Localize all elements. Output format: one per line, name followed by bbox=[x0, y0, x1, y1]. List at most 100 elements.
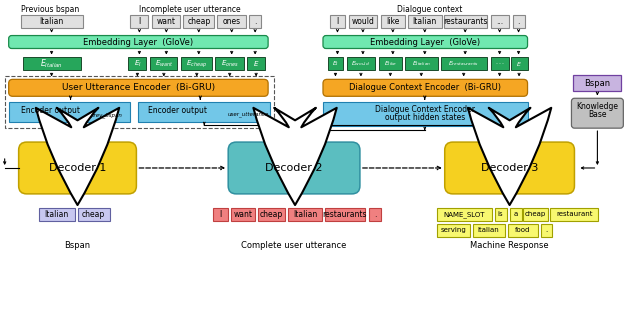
Bar bbox=[513, 14, 525, 28]
FancyBboxPatch shape bbox=[323, 36, 527, 48]
FancyBboxPatch shape bbox=[9, 36, 268, 48]
Text: $E_{Italian}$: $E_{Italian}$ bbox=[40, 58, 63, 70]
FancyBboxPatch shape bbox=[572, 98, 623, 128]
FancyBboxPatch shape bbox=[228, 142, 360, 194]
Bar bbox=[217, 14, 246, 28]
Bar bbox=[436, 208, 492, 221]
Text: Machine Response: Machine Response bbox=[470, 241, 549, 250]
Bar bbox=[330, 14, 345, 28]
FancyBboxPatch shape bbox=[9, 79, 268, 96]
Bar bbox=[495, 208, 507, 221]
Bar bbox=[328, 58, 343, 70]
Bar bbox=[325, 208, 365, 221]
Bar bbox=[288, 208, 322, 221]
Text: Knowledge: Knowledge bbox=[577, 102, 618, 111]
Text: output hidden states: output hidden states bbox=[385, 113, 465, 122]
Bar bbox=[183, 14, 214, 28]
Bar bbox=[213, 208, 228, 221]
Text: restaurants: restaurants bbox=[323, 210, 367, 219]
Text: Dialogue Context Encoder  (Bi-GRU): Dialogue Context Encoder (Bi-GRU) bbox=[349, 83, 500, 92]
Text: $E_{like}$: $E_{like}$ bbox=[383, 60, 397, 68]
Text: .: . bbox=[545, 227, 548, 233]
Bar bbox=[4, 76, 274, 128]
Bar bbox=[347, 58, 375, 70]
Bar bbox=[181, 58, 212, 70]
Text: Italian: Italian bbox=[413, 16, 437, 26]
Bar bbox=[138, 102, 270, 122]
Text: want: want bbox=[157, 16, 176, 26]
Bar bbox=[508, 224, 538, 237]
Text: .: . bbox=[517, 16, 520, 26]
Text: $E_{want}$: $E_{want}$ bbox=[154, 59, 173, 69]
Bar bbox=[381, 14, 405, 28]
Text: cheap: cheap bbox=[524, 211, 546, 217]
Bar bbox=[349, 14, 377, 28]
Bar bbox=[444, 14, 486, 28]
Text: cheap: cheap bbox=[187, 16, 211, 26]
Text: Encoder output: Encoder output bbox=[148, 106, 207, 115]
Bar bbox=[152, 14, 180, 28]
Bar bbox=[249, 14, 261, 28]
Text: Decoder 1: Decoder 1 bbox=[49, 163, 106, 173]
Text: NAME_SLOT: NAME_SLOT bbox=[444, 211, 485, 218]
Text: I: I bbox=[220, 210, 222, 219]
Text: want: want bbox=[234, 210, 253, 219]
Bar bbox=[441, 58, 486, 70]
Bar bbox=[541, 224, 552, 237]
Text: Base: Base bbox=[588, 110, 607, 119]
Text: Previous bspan: Previous bspan bbox=[22, 5, 80, 14]
Text: $E$: $E$ bbox=[253, 60, 259, 68]
Text: $E_{I}$: $E_{I}$ bbox=[332, 60, 339, 68]
Text: Embedding Layer  (GloVe): Embedding Layer (GloVe) bbox=[370, 38, 480, 46]
Text: is: is bbox=[498, 211, 504, 217]
Text: cheap: cheap bbox=[260, 210, 284, 219]
Bar bbox=[511, 58, 527, 70]
Text: $E$: $E$ bbox=[516, 60, 522, 68]
Bar bbox=[231, 208, 255, 221]
Text: Italian: Italian bbox=[44, 210, 68, 219]
Bar bbox=[436, 224, 470, 237]
Text: like: like bbox=[386, 16, 399, 26]
Text: food: food bbox=[515, 227, 531, 233]
Bar bbox=[509, 208, 522, 221]
Text: I: I bbox=[337, 16, 339, 26]
Text: cheap: cheap bbox=[82, 210, 105, 219]
Text: Bspan: Bspan bbox=[584, 79, 611, 88]
Bar bbox=[20, 14, 83, 28]
Text: $E_{would}$: $E_{would}$ bbox=[351, 60, 371, 68]
Bar bbox=[22, 58, 81, 70]
Bar bbox=[573, 75, 621, 91]
Text: User Utterance Encoder  (Bi-GRU): User Utterance Encoder (Bi-GRU) bbox=[62, 83, 215, 92]
FancyBboxPatch shape bbox=[323, 79, 527, 96]
Bar bbox=[38, 208, 74, 221]
Text: serving: serving bbox=[440, 227, 466, 233]
Text: prev_bspan: prev_bspan bbox=[90, 113, 122, 118]
Text: ones: ones bbox=[223, 16, 241, 26]
Text: Decoder 3: Decoder 3 bbox=[481, 163, 538, 173]
Text: $E_{I}$: $E_{I}$ bbox=[134, 59, 141, 69]
Text: $E_{Italian}$: $E_{Italian}$ bbox=[412, 60, 431, 68]
Bar bbox=[369, 208, 381, 221]
Text: Bspan: Bspan bbox=[65, 241, 91, 250]
Text: Dialogue Context Encoder: Dialogue Context Encoder bbox=[375, 105, 475, 114]
Text: Italian: Italian bbox=[293, 210, 317, 219]
Text: $...$: $...$ bbox=[495, 62, 504, 66]
Text: ...: ... bbox=[496, 16, 503, 26]
Text: user_utterance: user_utterance bbox=[227, 113, 269, 118]
Text: Dialogue context: Dialogue context bbox=[397, 5, 463, 14]
Bar bbox=[9, 102, 131, 122]
FancyBboxPatch shape bbox=[19, 142, 136, 194]
Text: Embedding Layer  (GloVe): Embedding Layer (GloVe) bbox=[83, 38, 193, 46]
FancyBboxPatch shape bbox=[445, 142, 575, 194]
Text: .: . bbox=[374, 210, 376, 219]
Bar bbox=[405, 58, 438, 70]
Bar bbox=[379, 58, 402, 70]
Bar bbox=[473, 224, 504, 237]
Text: $E_{cheap}$: $E_{cheap}$ bbox=[186, 58, 207, 70]
Text: $E_{ones}$: $E_{ones}$ bbox=[221, 59, 239, 69]
Text: Italian: Italian bbox=[477, 227, 499, 233]
Text: Italian: Italian bbox=[40, 16, 64, 26]
Text: $E_{restaurants}$: $E_{restaurants}$ bbox=[448, 60, 479, 68]
Bar bbox=[247, 58, 265, 70]
Bar bbox=[323, 102, 527, 126]
